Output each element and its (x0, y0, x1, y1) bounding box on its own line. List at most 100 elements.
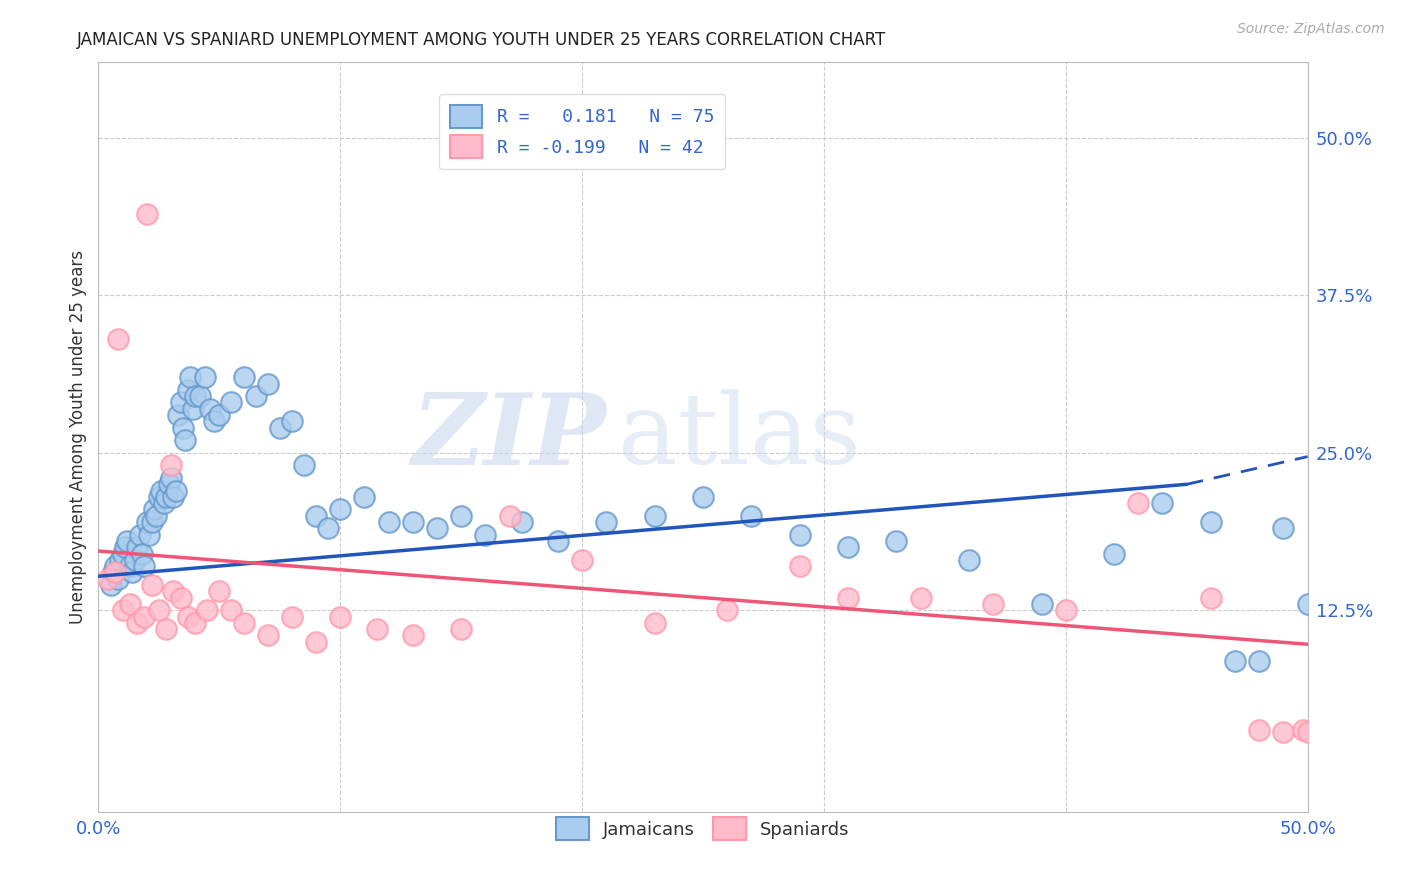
Point (692, 490, 714, 504)
Point (100, 578, 122, 592)
Point (329, 609, 352, 624)
Point (195, 603, 218, 617)
Point (138, 527, 160, 541)
Point (121, 566, 143, 580)
Point (644, 615, 666, 630)
Point (104, 566, 127, 580)
Point (127, 541, 149, 555)
Point (1152, 496, 1174, 510)
Point (245, 389, 267, 403)
Point (152, 496, 174, 510)
Point (256, 376, 278, 391)
Point (329, 502, 352, 516)
Point (184, 389, 207, 403)
Point (188, 389, 211, 403)
Point (169, 591, 191, 605)
Point (131, 547, 153, 561)
Text: ZIP: ZIP (412, 389, 606, 485)
Point (198, 401, 221, 416)
Point (204, 414, 226, 428)
Point (474, 527, 496, 541)
Point (208, 408, 231, 422)
Point (148, 603, 170, 617)
Point (1223, 654, 1246, 668)
Point (155, 490, 177, 504)
Point (118, 597, 141, 611)
Point (1102, 547, 1125, 561)
Point (292, 458, 315, 473)
Point (177, 609, 200, 624)
Point (160, 458, 183, 473)
Point (886, 533, 908, 548)
Point (716, 603, 738, 617)
Point (837, 541, 859, 555)
Point (353, 490, 375, 504)
Point (232, 370, 254, 384)
Point (316, 521, 339, 535)
Point (124, 553, 146, 567)
Point (571, 553, 593, 567)
Point (256, 628, 278, 642)
Point (1249, 723, 1271, 737)
Point (141, 515, 163, 529)
Point (1296, 597, 1319, 611)
Point (1292, 723, 1315, 737)
Point (450, 508, 472, 523)
Point (118, 559, 141, 574)
Point (981, 597, 1004, 611)
Point (1249, 654, 1271, 668)
Point (837, 591, 859, 605)
Legend: Jamaicans, Spaniards: Jamaicans, Spaniards (550, 810, 856, 847)
Text: Source: ZipAtlas.com: Source: ZipAtlas.com (1237, 22, 1385, 37)
Point (145, 508, 167, 523)
Point (179, 370, 201, 384)
Point (366, 622, 388, 636)
Point (177, 383, 200, 397)
Point (402, 515, 425, 529)
Point (426, 521, 449, 535)
Point (208, 584, 231, 599)
Point (377, 515, 399, 529)
Point (107, 572, 129, 586)
Point (160, 471, 183, 485)
Point (789, 527, 811, 541)
Point (305, 634, 328, 648)
Text: atlas: atlas (619, 389, 860, 485)
Point (1199, 515, 1222, 529)
Point (789, 559, 811, 574)
Point (1031, 597, 1053, 611)
Point (169, 395, 191, 409)
Point (111, 547, 134, 561)
Point (104, 559, 127, 574)
Point (1199, 591, 1222, 605)
Point (1272, 521, 1295, 535)
Point (148, 490, 170, 504)
Point (595, 515, 617, 529)
Point (221, 395, 243, 409)
Point (111, 603, 134, 617)
Point (1296, 725, 1319, 739)
Point (232, 615, 254, 630)
Point (141, 578, 163, 592)
Point (510, 515, 533, 529)
Point (450, 622, 472, 636)
Point (547, 533, 569, 548)
Y-axis label: Unemployment Among Youth under 25 years: Unemployment Among Youth under 25 years (69, 250, 87, 624)
Point (97, 572, 120, 586)
Point (162, 584, 184, 599)
Point (172, 420, 194, 434)
Point (957, 553, 980, 567)
Point (134, 609, 156, 624)
Point (165, 483, 187, 498)
Point (155, 622, 177, 636)
Point (1272, 725, 1295, 739)
Point (910, 591, 932, 605)
Point (1128, 496, 1150, 510)
Point (108, 553, 131, 567)
Point (402, 628, 425, 642)
Point (644, 508, 666, 523)
Point (143, 502, 166, 516)
Point (162, 490, 184, 504)
Point (269, 420, 291, 434)
Point (174, 434, 197, 448)
